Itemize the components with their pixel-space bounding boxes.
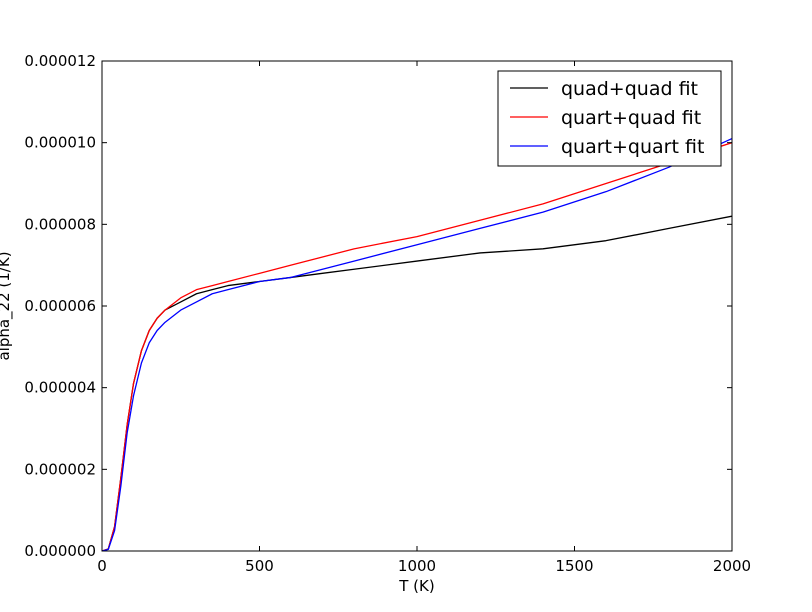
y-tick-label: 0.000006 [24, 297, 96, 315]
y-tick-label: 0.000000 [24, 542, 96, 560]
x-tick-label: 0 [97, 557, 107, 575]
x-tick-label: 1500 [555, 557, 593, 575]
y-tick-label: 0.000008 [24, 215, 96, 233]
x-tick-label: 500 [245, 557, 274, 575]
y-axis-ticks: 0.000000 0.000002 0.000004 0.000006 0.000008… [24, 52, 732, 560]
x-axis-ticks: 0 500 1000 1500 2000 [97, 61, 751, 575]
legend-label-2: quart+quad fit [561, 107, 701, 129]
y-tick-label: 0.000004 [24, 379, 96, 397]
series-layer [102, 137, 732, 551]
legend-label-3: quart+quart fit [561, 136, 704, 158]
y-tick-label: 0.000002 [24, 460, 96, 478]
x-axis-label: T (K) [398, 577, 434, 595]
y-tick-label: 0.000010 [24, 134, 96, 152]
y-tick-label: 0.000012 [24, 52, 96, 70]
y-axis-label: alpha_22 (1/K) [0, 251, 14, 360]
x-tick-label: 2000 [713, 557, 751, 575]
legend-label-1: quad+quad fit [561, 78, 698, 100]
legend: quad+quad fit quart+quad fit quart+quart f… [497, 70, 722, 167]
series-line-2 [102, 142, 732, 551]
x-tick-label: 1000 [398, 557, 436, 575]
legend-box [497, 70, 722, 167]
series-line-3 [102, 137, 732, 551]
